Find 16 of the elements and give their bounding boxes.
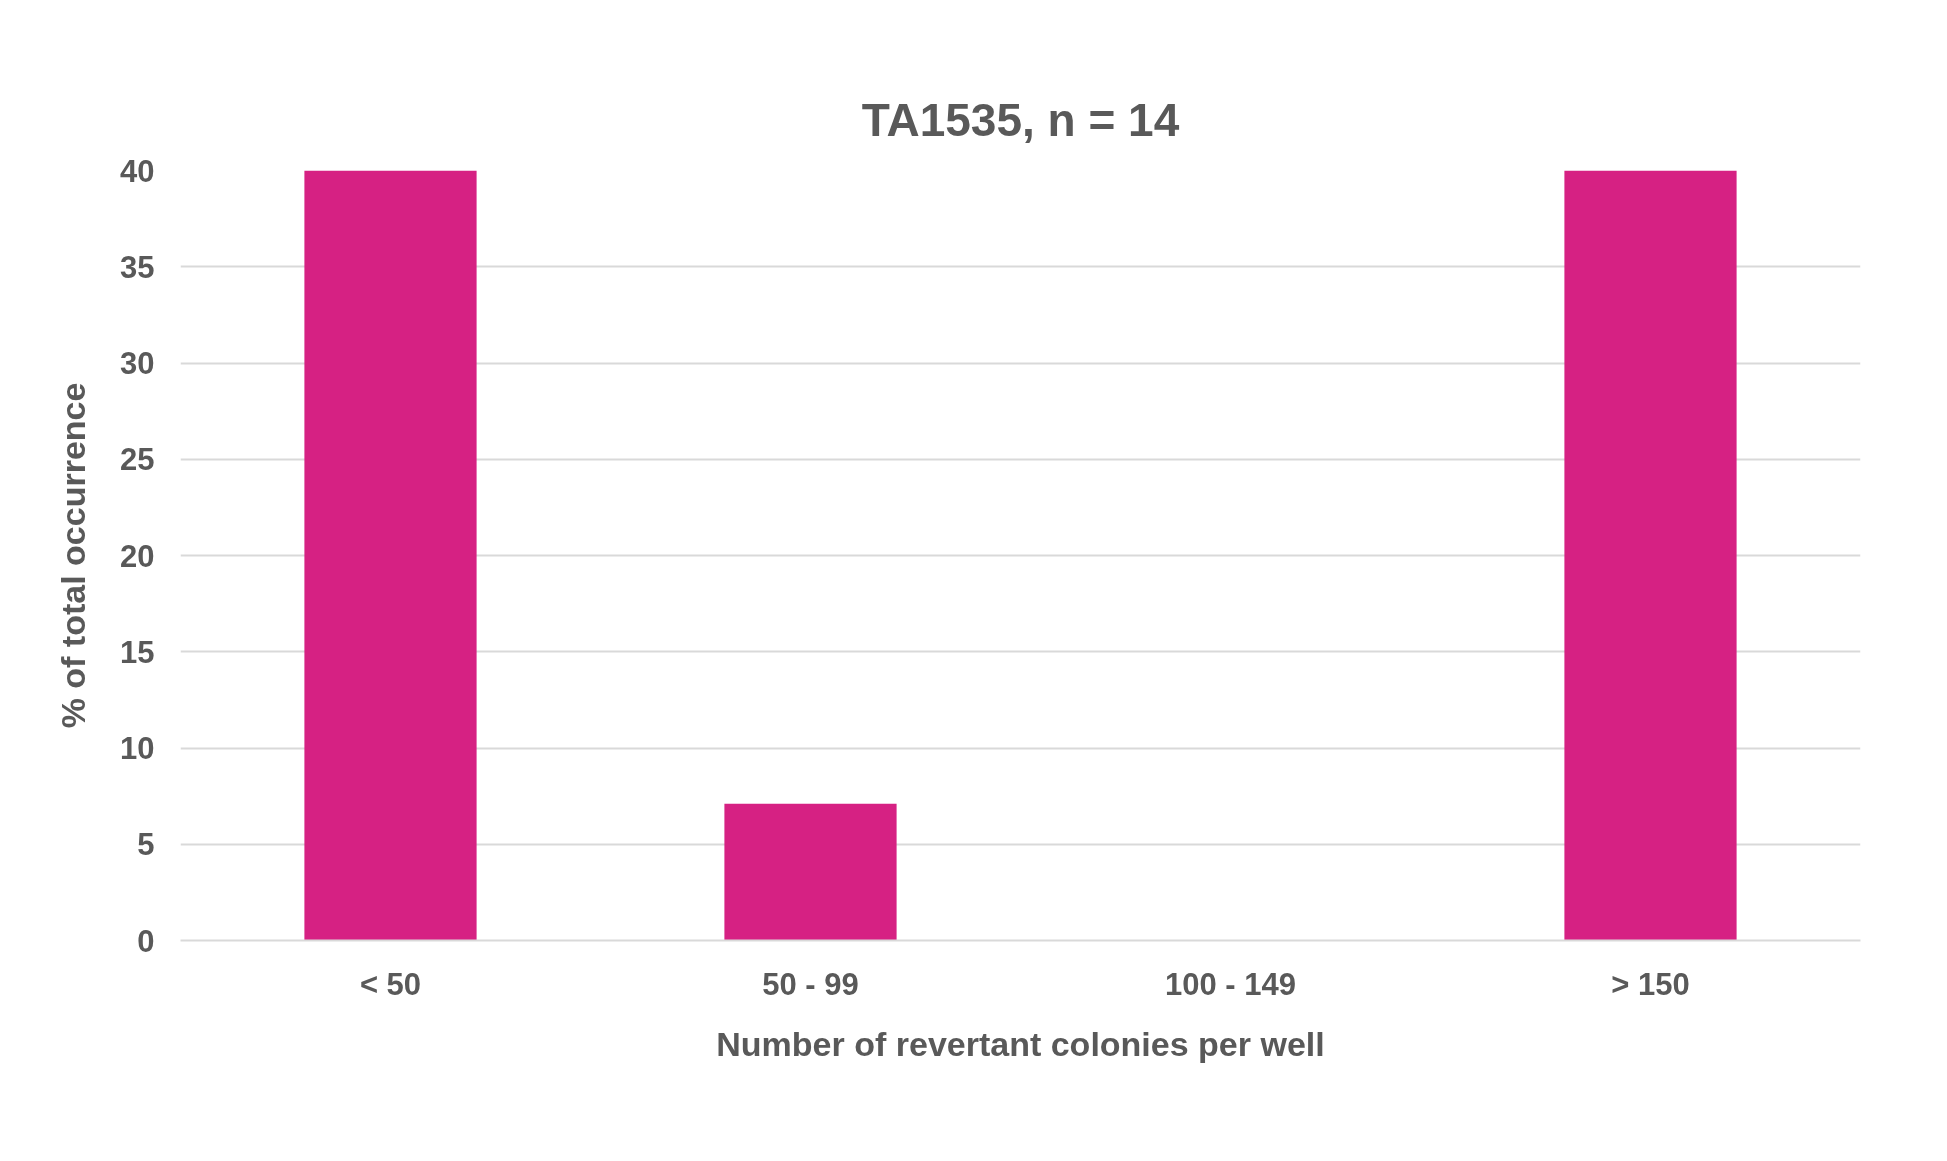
x-axis-title: Number of revertant colonies per well [716, 1024, 1325, 1063]
y-tick-label: 10 [120, 731, 155, 766]
y-tick-label: 15 [120, 634, 155, 670]
y-tick-label: 20 [120, 538, 155, 574]
x-tick-label: > 150 [1611, 966, 1690, 1002]
y-tick-label: 35 [120, 249, 155, 285]
y-tick-label: 5 [137, 827, 155, 863]
y-tick-label: 0 [137, 923, 155, 959]
chart-title: TA1535, n = 14 [861, 93, 1180, 146]
x-tick-label: 100 - 149 [1165, 966, 1296, 1002]
x-tick-label: 50 - 99 [762, 966, 859, 1002]
y-tick-label: 40 [120, 153, 155, 189]
y-tick-label: 25 [120, 442, 155, 478]
y-axis-title: % of total occurrence [54, 382, 93, 729]
x-tick-label: < 50 [359, 966, 422, 1002]
y-tick-label: 30 [120, 346, 155, 381]
